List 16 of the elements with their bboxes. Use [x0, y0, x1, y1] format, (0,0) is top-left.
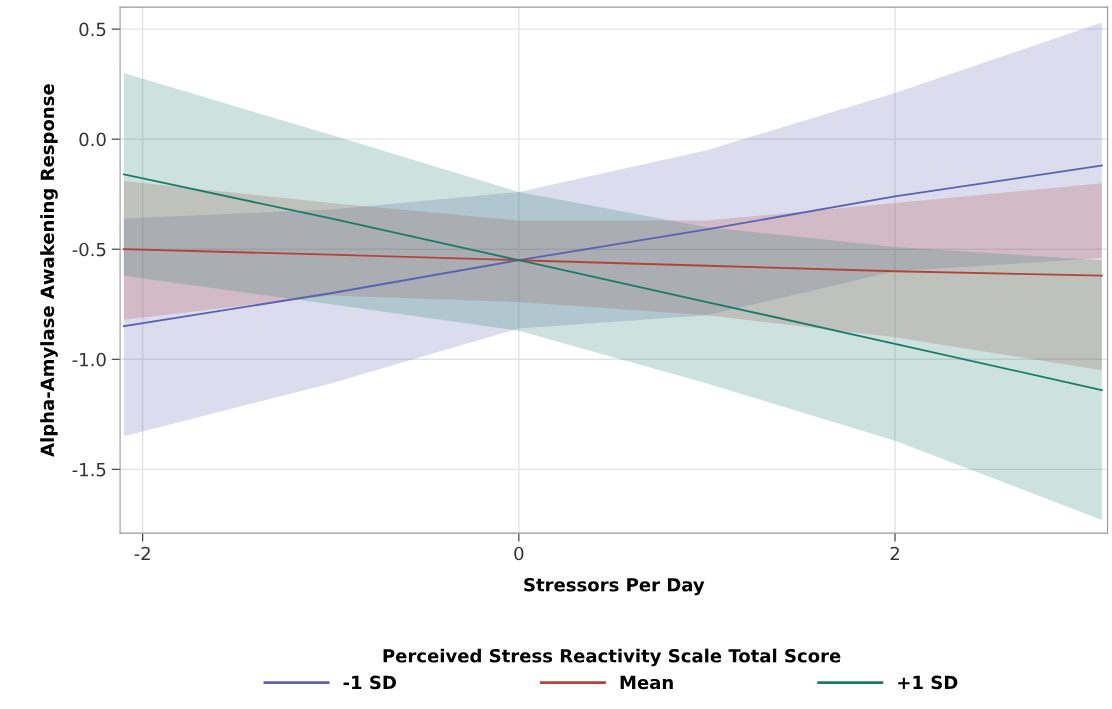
line-series — [122, 164, 1103, 328]
legend-title: Perceived Stress Reactivity Scale Total Score — [383, 648, 841, 667]
y-tick-label: 0.0 — [79, 132, 106, 147]
y-tick-label: 0.5 — [79, 22, 106, 37]
legend-label: Mean — [620, 675, 673, 690]
y-tick-label: -1.0 — [72, 352, 106, 367]
x-axis-title: Stressors Per Day — [524, 577, 705, 596]
y-tick-label: -0.5 — [72, 242, 106, 257]
line-series — [122, 248, 1103, 277]
x-tick-label: -2 — [134, 546, 150, 561]
y-axis-title: Alpha-Amylase Awakening Response — [40, 84, 58, 457]
x-tick-label: 2 — [890, 546, 899, 561]
x-tick-label: 0 — [514, 546, 524, 561]
y-tick-label: -1.5 — [72, 463, 106, 477]
legend-label: +1 SD — [898, 675, 958, 690]
legend-label: -1 SD — [343, 675, 396, 690]
